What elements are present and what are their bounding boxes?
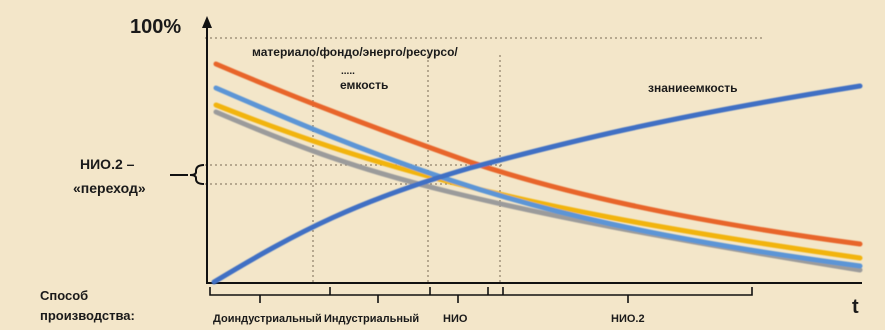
light-blue-line xyxy=(213,85,863,269)
x-axis-label: t xyxy=(852,296,859,318)
transition-brace xyxy=(170,164,205,185)
resource-label-line1: материало/фондо/энерго/ресурсо/ xyxy=(252,45,458,59)
mode-label-line1: Способ xyxy=(40,288,88,303)
era-label-preindustrial: Доиндустриальный xyxy=(213,313,322,325)
era-label-nio: НИО xyxy=(443,313,468,325)
mode-label-line2: производства: xyxy=(40,308,135,323)
guide-lines xyxy=(205,37,765,282)
knowledge-label: знаниеемкость xyxy=(648,81,738,95)
knowledge-line xyxy=(211,83,863,285)
era-bracket xyxy=(209,287,753,303)
era-label-nio2: НИО.2 xyxy=(611,313,645,325)
curves xyxy=(211,61,863,285)
resource-label-line2: емкость xyxy=(340,78,388,92)
y-top-label: 100% xyxy=(130,16,181,38)
axes xyxy=(202,16,862,284)
y-axis-arrow xyxy=(202,16,212,28)
era-bracket-line xyxy=(209,287,753,296)
era-label-industrial: Индустриальный xyxy=(324,313,419,325)
transition-label-line1: НИО.2 – xyxy=(80,156,135,172)
brace-curly xyxy=(189,164,205,185)
transition-label-line2: «переход» xyxy=(73,180,146,196)
resource-label-dots: ..... xyxy=(341,66,355,77)
